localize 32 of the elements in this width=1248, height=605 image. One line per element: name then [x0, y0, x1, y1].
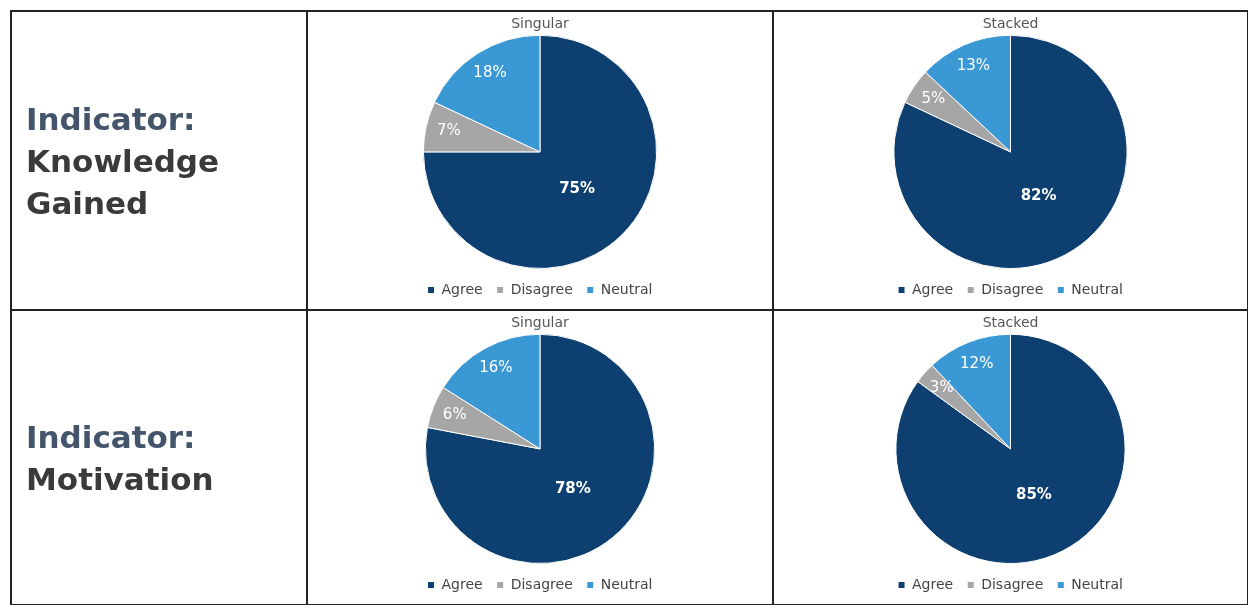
- legend-label: Agree: [912, 280, 954, 297]
- legend-label: Agree: [912, 575, 954, 592]
- text: Indicator:: [26, 417, 197, 457]
- legend-label: Neutral: [1071, 280, 1123, 297]
- text: Knowledge Gained: [26, 141, 221, 223]
- data-label: 75%: [559, 178, 596, 197]
- legend-label: Neutral: [600, 575, 653, 592]
- chart-title: Singular: [511, 314, 570, 331]
- data-label: 16%: [479, 358, 513, 377]
- legend-label: Neutral: [1071, 575, 1123, 592]
- data-label: 18%: [473, 63, 507, 82]
- legend-label: Disagree: [981, 280, 1044, 297]
- chart-title: Singular: [511, 15, 570, 32]
- data-label: 3%: [929, 378, 954, 397]
- text: Motivation: [26, 459, 215, 499]
- data-label: 6%: [442, 405, 467, 424]
- data-label: 7%: [437, 121, 461, 140]
- legend-label: Agree: [441, 280, 483, 297]
- data-label: 78%: [554, 478, 591, 497]
- legend-label: Disagree: [510, 280, 573, 297]
- data-label: 12%: [960, 353, 994, 372]
- legend-label: Neutral: [600, 280, 653, 297]
- data-label: 85%: [1015, 484, 1052, 503]
- chart-title: Stacked: [982, 314, 1039, 331]
- chart-title: Stacked: [982, 15, 1039, 32]
- legend-label: Disagree: [981, 575, 1044, 592]
- data-label: 5%: [921, 89, 946, 108]
- legend-label: Disagree: [510, 575, 573, 592]
- legend-label: Agree: [441, 575, 483, 592]
- text: Indicator:: [26, 99, 197, 139]
- data-label: 13%: [956, 56, 991, 75]
- data-label: 82%: [1020, 186, 1057, 205]
